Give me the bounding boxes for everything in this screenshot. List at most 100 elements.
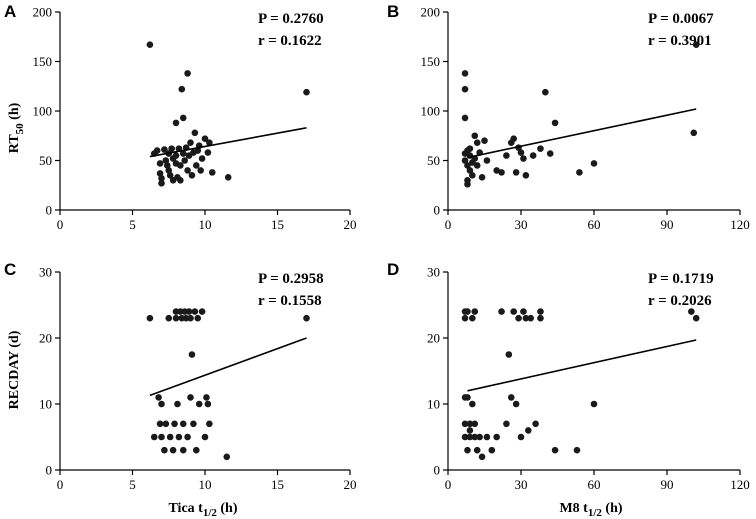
- panel-a: A RT50 (h) P = 0.2760 r = 0.1622 0501001…: [4, 2, 357, 232]
- plot-area: 0 10 20 30 0 5 10 15 20: [39, 265, 357, 493]
- data-point: [542, 88, 549, 96]
- panel-letter-d: D: [387, 260, 399, 279]
- data-point: [203, 394, 210, 401]
- data-point: [576, 169, 583, 176]
- x-tick-label: 20: [344, 217, 357, 232]
- data-point: [537, 314, 544, 322]
- plot-area: 0 50 100 150 200 0 5 10 15 20: [33, 5, 357, 233]
- data-point: [177, 177, 184, 184]
- data-point: [688, 308, 695, 315]
- x-tick-label: 10: [199, 477, 212, 492]
- data-point: [187, 139, 194, 146]
- data-point: [224, 174, 232, 181]
- data-point: [498, 169, 505, 176]
- data-point: [175, 433, 183, 441]
- y-tick-label: 0: [46, 203, 53, 218]
- y-tick-label: 150: [33, 54, 53, 69]
- data-point: [165, 314, 173, 322]
- data-point: [529, 152, 537, 159]
- x-tick-label: 90: [661, 477, 674, 492]
- data-point: [303, 88, 310, 96]
- data-point: [190, 420, 197, 428]
- y-tick-label: 0: [434, 463, 441, 478]
- data-point: [461, 433, 469, 441]
- data-point: [466, 427, 474, 434]
- x-tick-label: 30: [515, 477, 528, 492]
- data-point: [503, 420, 510, 428]
- data-point: [174, 400, 181, 408]
- data-point: [692, 41, 700, 48]
- data-point: [195, 400, 203, 408]
- data-point: [206, 139, 213, 146]
- data-point: [505, 351, 513, 358]
- data-point: [158, 400, 165, 408]
- data-point: [464, 162, 471, 169]
- data-point: [201, 433, 209, 441]
- data-point: [464, 394, 471, 401]
- data-point: [461, 114, 469, 122]
- data-point: [156, 420, 164, 428]
- y-tick-label: 100: [33, 104, 53, 119]
- data-point: [161, 146, 168, 153]
- data-point: [172, 314, 180, 322]
- data-point: [156, 170, 164, 177]
- data-point: [481, 137, 488, 144]
- data-point: [223, 453, 231, 461]
- panel-d: D P = 0.1719 r = 0.2026 M8 t1/2 (h) 0 10 2…: [387, 260, 750, 519]
- data-point: [527, 314, 535, 322]
- data-point: [184, 433, 191, 441]
- y-tick-label: 20: [39, 331, 52, 346]
- regression-line: [467, 108, 697, 159]
- x-tick-label: 30: [515, 217, 528, 232]
- panel-b: B P = 0.0067 r = 0.3901 0 50 100 150 200 0 30 6…: [387, 2, 750, 232]
- data-point: [466, 433, 474, 441]
- data-point: [187, 394, 194, 401]
- data-point: [208, 169, 216, 176]
- x-tick-label: 0: [57, 477, 64, 492]
- data-point: [193, 162, 200, 169]
- data-point: [690, 129, 698, 137]
- data-point: [692, 314, 700, 322]
- data-point: [520, 308, 527, 315]
- panel-letter-b: B: [387, 2, 399, 21]
- data-point: [191, 129, 199, 137]
- data-point: [162, 157, 170, 164]
- x-tick-label: 20: [344, 477, 357, 492]
- y-tick-label: 30: [427, 265, 440, 280]
- y-tick-label: 10: [39, 397, 52, 412]
- data-point: [469, 172, 476, 179]
- data-point: [590, 400, 598, 408]
- x-tick-label: 90: [661, 217, 674, 232]
- data-point: [153, 147, 161, 154]
- p-value-text: P = 0.1719: [648, 271, 714, 287]
- x-tick-label: 0: [445, 217, 452, 232]
- data-point: [155, 394, 162, 401]
- data-point: [473, 162, 481, 169]
- data-point: [166, 172, 174, 179]
- regression-line: [149, 337, 307, 397]
- data-point: [473, 139, 481, 146]
- data-point: [184, 70, 191, 77]
- data-point: [181, 157, 188, 164]
- data-point: [179, 150, 187, 157]
- data-point: [551, 119, 559, 127]
- y-tick-label: 0: [434, 203, 441, 218]
- data-point: [520, 155, 527, 162]
- data-point: [488, 446, 496, 454]
- data-point: [188, 351, 196, 358]
- y-tick-label: 100: [421, 104, 441, 119]
- data-point: [171, 420, 178, 428]
- r-value-text: r = 0.1558: [258, 293, 322, 309]
- svg-text:RT50 (h): RT50 (h): [7, 102, 26, 153]
- data-point: [551, 446, 559, 454]
- data-point: [532, 420, 539, 428]
- data-point: [191, 308, 199, 315]
- data-point: [461, 70, 469, 77]
- x-tick-label: 120: [730, 477, 750, 492]
- data-point: [194, 147, 202, 154]
- data-point: [471, 433, 479, 441]
- data-point: [464, 308, 471, 315]
- data-point: [525, 427, 532, 434]
- data-point: [185, 308, 193, 315]
- y-tick-label: 20: [427, 331, 440, 346]
